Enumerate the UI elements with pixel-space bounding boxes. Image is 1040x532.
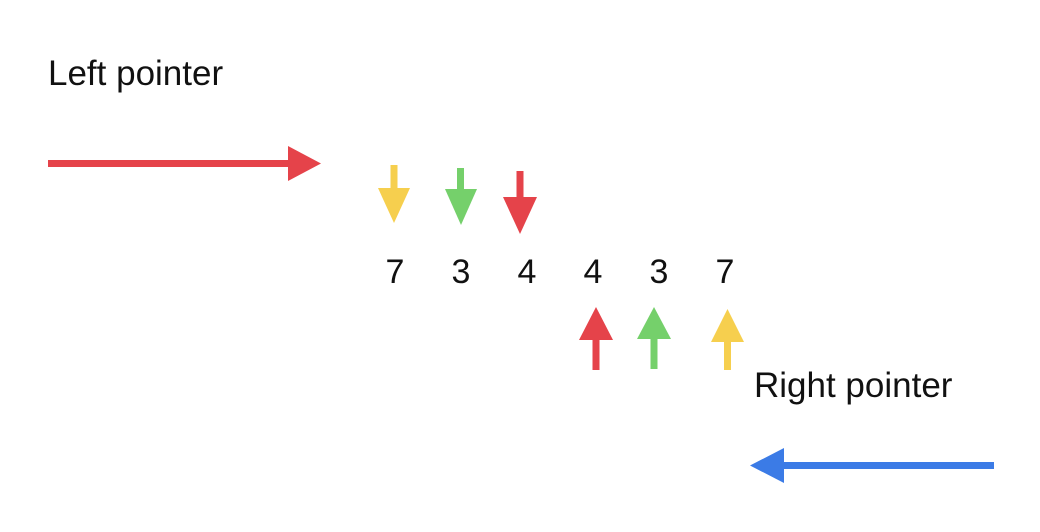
- sequence-item: 4: [583, 253, 603, 291]
- up-arrow-marker-2: [637, 307, 671, 369]
- down-arrow-marker-3: [503, 171, 537, 234]
- sequence-item: 3: [451, 253, 471, 291]
- right-pointer-label: Right pointer: [754, 366, 953, 405]
- left-pointer-label: Left pointer: [48, 54, 224, 93]
- left-pointer-direction-arrow: [48, 146, 321, 181]
- down-arrow-marker-2: [445, 168, 477, 225]
- down-arrow-marker-1: [378, 165, 410, 223]
- right-pointer-direction-arrow: [750, 448, 994, 483]
- up-arrow-marker-1: [579, 307, 613, 370]
- up-arrow-marker-3: [711, 309, 744, 370]
- sequence-item: 7: [385, 253, 405, 291]
- sequence-item: 7: [715, 253, 735, 291]
- sequence-item: 4: [517, 253, 537, 291]
- sequence-item: 3: [649, 253, 669, 291]
